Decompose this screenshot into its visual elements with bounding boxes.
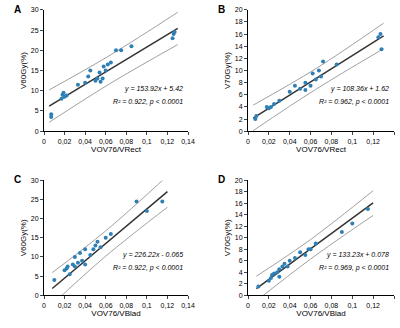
svg-text:D: D [218,174,225,185]
svg-text:0,08: 0,08 [325,302,339,309]
svg-text:0,06: 0,06 [99,302,113,309]
svg-text:20: 20 [235,6,243,13]
svg-text:0: 0 [246,138,250,145]
svg-text:0,12: 0,12 [366,302,380,309]
svg-text:y = 226.22x - 0.065: y = 226.22x - 0.065 [122,251,183,259]
svg-text:6: 6 [239,91,243,98]
svg-text:y = 153.92x + 5.42: y = 153.92x + 5.42 [124,85,183,93]
svg-text:0,1: 0,1 [142,302,152,309]
svg-text:25: 25 [31,196,39,203]
svg-text:6: 6 [239,257,243,264]
svg-text:12: 12 [235,223,243,230]
svg-text:0,1: 0,1 [347,138,357,145]
svg-text:0,02: 0,02 [58,302,72,309]
svg-text:25: 25 [31,27,39,34]
svg-text:18: 18 [235,18,243,25]
svg-text:0,02: 0,02 [58,138,72,145]
svg-text:VOV76/VBlad: VOV76/VBlad [296,309,345,318]
svg-text:A: A [14,4,21,15]
svg-text:y = 133.23x + 0.078: y = 133.23x + 0.078 [326,251,389,259]
svg-text:8: 8 [239,246,243,253]
svg-text:VOV76/VBlad: VOV76/VBlad [91,309,140,318]
svg-text:C: C [14,174,21,185]
svg-text:14: 14 [235,211,243,218]
svg-text:R² = 0.962, p < 0.0001: R² = 0.962, p < 0.0001 [319,98,389,106]
svg-text:R² = 0.922, p < 0.0001: R² = 0.922, p < 0.0001 [113,264,183,272]
svg-text:20: 20 [31,215,39,222]
svg-text:0,06: 0,06 [99,138,113,145]
svg-text:30: 30 [31,177,39,184]
svg-text:0,14: 0,14 [181,302,195,309]
svg-text:5: 5 [35,107,39,114]
svg-text:0: 0 [42,138,46,145]
svg-text:y = 108.36x + 1.62: y = 108.36x + 1.62 [330,85,389,93]
svg-text:0,06: 0,06 [304,138,318,145]
svg-text:4: 4 [239,269,243,276]
svg-text:V60Gy(%): V60Gy(%) [20,52,29,89]
svg-text:16: 16 [235,200,243,207]
svg-text:VOV76/VRect: VOV76/VRect [296,145,347,154]
svg-text:0,12: 0,12 [366,138,380,145]
svg-text:0: 0 [35,292,39,299]
svg-text:0,12: 0,12 [161,302,175,309]
svg-text:V70Gy(%): V70Gy(%) [224,219,233,256]
svg-text:5: 5 [35,273,39,280]
svg-text:2: 2 [239,280,243,287]
svg-text:0,04: 0,04 [78,138,92,145]
svg-text:10: 10 [31,253,39,260]
svg-text:10: 10 [31,87,39,94]
svg-text:15: 15 [31,234,39,241]
svg-text:4: 4 [239,103,243,110]
svg-text:0: 0 [42,302,46,309]
svg-text:V60Gy(%): V60Gy(%) [20,219,29,256]
svg-text:18: 18 [235,188,243,195]
svg-text:0,14: 0,14 [181,138,195,145]
svg-text:R² = 0.922, p < 0.0001: R² = 0.922, p < 0.0001 [113,98,183,106]
svg-text:0: 0 [239,128,243,135]
svg-text:20: 20 [31,47,39,54]
svg-text:0: 0 [239,292,243,299]
svg-text:12: 12 [235,55,243,62]
svg-text:0,06: 0,06 [304,302,318,309]
svg-text:0: 0 [246,302,250,309]
svg-text:15: 15 [31,67,39,74]
svg-text:V70Gy(%): V70Gy(%) [224,52,233,89]
svg-text:16: 16 [235,31,243,38]
svg-text:10: 10 [235,67,243,74]
svg-text:10: 10 [235,234,243,241]
svg-text:0,08: 0,08 [325,138,339,145]
svg-text:0,04: 0,04 [283,302,297,309]
svg-text:0,08: 0,08 [119,138,133,145]
svg-text:20: 20 [235,177,243,184]
svg-text:0,12: 0,12 [161,138,175,145]
svg-text:0,02: 0,02 [262,138,276,145]
svg-text:VOV76/VRect: VOV76/VRect [91,145,142,154]
svg-text:B: B [218,4,225,15]
svg-text:R² = 0.969, p < 0.0001: R² = 0.969, p < 0.0001 [319,264,389,272]
svg-text:30: 30 [31,6,39,13]
svg-text:0,04: 0,04 [283,138,297,145]
svg-text:2: 2 [239,116,243,123]
svg-text:8: 8 [239,79,243,86]
svg-text:0,02: 0,02 [262,302,276,309]
svg-text:0: 0 [35,128,39,135]
svg-text:0,04: 0,04 [78,302,92,309]
svg-text:0,1: 0,1 [347,302,357,309]
svg-text:0,1: 0,1 [142,138,152,145]
svg-text:0,08: 0,08 [119,302,133,309]
svg-text:14: 14 [235,43,243,50]
